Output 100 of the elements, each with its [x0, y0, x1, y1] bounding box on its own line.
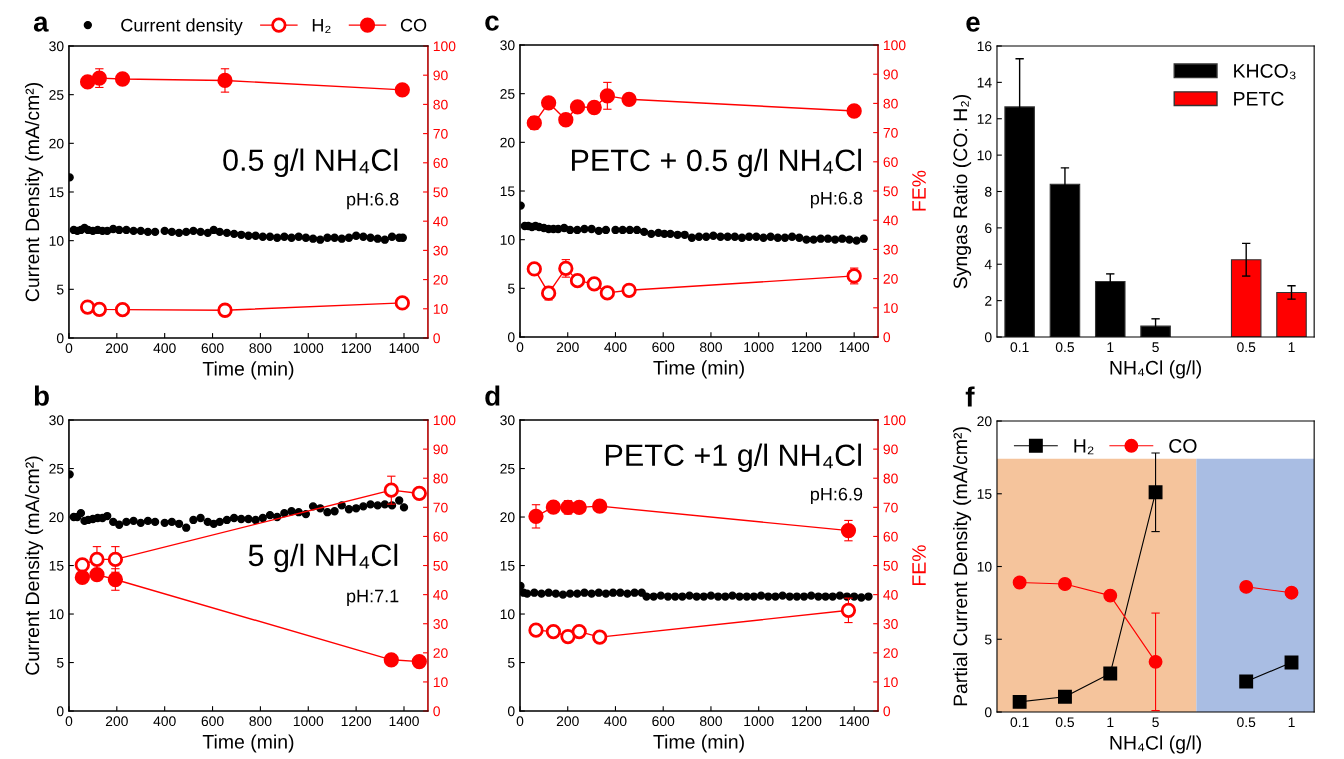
y2-tick-label: 30 [433, 619, 448, 629]
x-tick-label: 0.1 [1010, 342, 1029, 353]
x-tick-label: 1 [1288, 342, 1295, 352]
y-axis-title: Partial Current Density (mA/cm²) [952, 427, 972, 706]
x-tick-label: 1400 [389, 716, 419, 727]
legend-label: H₂ [312, 18, 331, 33]
y-tick-label: 30 [500, 415, 515, 426]
y-tick-label: 0 [56, 706, 64, 717]
x-tick-label: 1000 [744, 342, 774, 353]
y2-tick-label: 100 [883, 415, 906, 426]
x-tick-label: 1200 [792, 716, 822, 727]
legend-label: CO [1169, 439, 1197, 453]
chart-title: f [965, 386, 975, 407]
chart-title: d [485, 385, 500, 406]
x-tick-label: 0.1 [1010, 717, 1029, 728]
x-tick-label: 1 [1107, 717, 1114, 727]
y-tick-label: 10 [500, 609, 515, 620]
y-tick-label: 20 [500, 137, 515, 148]
x-tick-label: 800 [249, 716, 272, 727]
y-tick-label: 0 [56, 333, 64, 344]
y2-tick-label: 100 [433, 41, 456, 52]
x-tick-label: 1400 [839, 716, 870, 727]
y2-axis-title: FE% [912, 545, 926, 585]
x-axis-title: NH₄Cl (g/l) [1110, 360, 1201, 379]
x-tick-label: 1000 [293, 716, 324, 727]
y2-tick-label: 60 [433, 531, 448, 542]
y2-tick-label: 80 [883, 98, 898, 109]
y-tick-label: 20 [49, 512, 64, 523]
y2-tick-label: 100 [883, 40, 906, 51]
y2-tick-label: 10 [883, 677, 898, 688]
x-tick-label: 1000 [744, 716, 774, 727]
y-tick-label: 15 [500, 561, 515, 571]
y2-tick-label: 0 [883, 332, 891, 343]
x-tick-label: 200 [556, 342, 579, 353]
annotation: PETC +1 g/l NH₄Cl [605, 443, 861, 473]
annotation: pH:6.8 [347, 192, 399, 210]
x-axis-title: Time (min) [653, 360, 744, 379]
x-tick-label: 600 [652, 342, 675, 353]
y-tick-label: 25 [500, 89, 515, 99]
x-tick-label: 800 [249, 343, 272, 354]
y-tick-label: 14 [977, 77, 992, 88]
y-tick-label: 16 [977, 41, 992, 52]
y-tick-label: 10 [977, 561, 992, 572]
y-tick-label: 20 [49, 138, 64, 149]
y2-axis-title: FE% [912, 170, 926, 211]
x-tick-label: 200 [556, 716, 579, 727]
y-tick-label: 5 [507, 658, 515, 668]
y2-tick-label: 90 [883, 444, 898, 455]
y-tick-label: 10 [49, 609, 64, 620]
y-tick-label: 0 [507, 332, 515, 343]
y2-tick-label: 30 [433, 245, 448, 256]
x-tick-label: 1000 [293, 343, 324, 354]
x-tick-label: 0.5 [1237, 717, 1256, 728]
x-tick-label: 0 [65, 343, 73, 354]
y-tick-label: 0 [507, 706, 515, 717]
y-tick-label: 5 [984, 634, 992, 645]
y-tick-label: 25 [49, 463, 64, 474]
y-tick-label: 20 [977, 416, 992, 427]
annotation: pH:7.1 [347, 589, 399, 606]
x-axis-title: Time (min) [653, 734, 744, 753]
y-tick-label: 25 [500, 463, 515, 474]
y-tick-label: 8 [985, 186, 992, 197]
y2-tick-label: 50 [883, 186, 898, 197]
y-tick-label: 15 [500, 186, 515, 197]
y2-tick-label: 60 [883, 157, 898, 167]
x-tick-label: 1 [1107, 342, 1114, 352]
x-tick-label: 0 [516, 716, 524, 727]
y2-tick-label: 40 [883, 215, 898, 226]
x-tick-label: 200 [105, 716, 128, 727]
chart-title: e [966, 16, 980, 32]
x-tick-label: 1 [1288, 717, 1295, 727]
legend-label: Current density [121, 18, 243, 36]
x-axis-title: NH₄Cl (g/l) [1110, 735, 1201, 754]
x-tick-label: 600 [652, 716, 675, 727]
x-tick-label: 600 [201, 343, 224, 354]
y2-tick-label: 50 [433, 560, 448, 571]
y2-tick-label: 40 [433, 216, 448, 227]
x-tick-label: 800 [699, 716, 722, 727]
y2-tick-label: 50 [433, 187, 448, 198]
y2-tick-label: 10 [433, 677, 448, 688]
y-tick-label: 20 [500, 512, 515, 523]
y2-tick-label: 60 [883, 531, 898, 542]
y2-tick-label: 20 [433, 274, 448, 285]
annotation: 5 g/l NH₄Cl [248, 543, 398, 573]
x-axis-title: Time (min) [202, 734, 294, 753]
y2-tick-label: 10 [433, 304, 448, 314]
y2-tick-label: 20 [883, 648, 898, 658]
y-tick-label: 10 [500, 235, 515, 245]
x-tick-label: 0.5 [1237, 342, 1256, 353]
y2-tick-label: 0 [433, 706, 440, 717]
y2-tick-label: 20 [883, 273, 898, 284]
y2-tick-label: 40 [433, 589, 448, 600]
y2-tick-label: 90 [433, 70, 448, 81]
x-tick-label: 5 [1152, 342, 1159, 353]
y2-tick-label: 70 [883, 502, 898, 513]
x-axis-title: Time (min) [202, 361, 294, 380]
x-tick-label: 1400 [839, 342, 870, 353]
x-tick-label: 1400 [389, 343, 419, 354]
x-tick-label: 1200 [341, 716, 372, 727]
y-tick-label: 10 [49, 235, 64, 246]
